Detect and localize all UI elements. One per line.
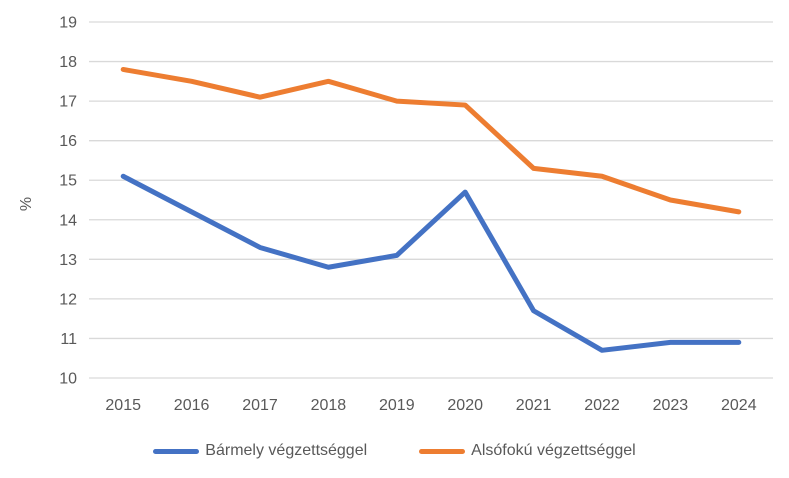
legend-item-alsofoku: Alsófokú végzettséggel xyxy=(419,442,636,460)
y-tick-label: 11 xyxy=(60,331,77,348)
series-line-1 xyxy=(120,66,742,215)
x-tick-label: 2019 xyxy=(379,397,415,414)
x-tick-label: 2021 xyxy=(516,397,552,414)
x-tick-label: 2015 xyxy=(105,397,141,414)
x-tick-label: 2017 xyxy=(242,397,278,414)
legend-label: Alsófokú végzettséggel xyxy=(471,442,636,459)
chart-legend: Bármely végzettséggel Alsófokú végzettsé… xyxy=(0,436,789,466)
series-line-0 xyxy=(120,173,742,353)
y-tick-label: 16 xyxy=(59,133,77,150)
y-tick-label: 13 xyxy=(59,252,77,269)
y-axis-title: % xyxy=(18,197,35,211)
legend-item-barmely: Bármely végzettséggel xyxy=(153,442,367,460)
x-tick-label: 2020 xyxy=(447,397,483,414)
legend-label: Bármely végzettséggel xyxy=(205,442,368,459)
y-tick-label: 17 xyxy=(59,94,77,111)
y-tick-label: 12 xyxy=(59,291,77,308)
y-tick-label: 14 xyxy=(59,212,77,229)
legend-swatch-blue xyxy=(153,448,200,454)
x-tick-label: 2023 xyxy=(653,397,689,414)
x-tick-label: 2016 xyxy=(174,397,210,414)
x-tick-label: 2018 xyxy=(311,397,347,414)
y-tick-label: 10 xyxy=(59,371,77,388)
x-tick-label: 2022 xyxy=(584,397,620,414)
y-tick-label: 15 xyxy=(59,173,77,190)
legend-swatch-orange xyxy=(419,448,466,454)
y-tick-label: 19 xyxy=(59,15,77,32)
x-tick-label: 2024 xyxy=(721,397,757,414)
y-tick-label: 18 xyxy=(59,54,77,71)
